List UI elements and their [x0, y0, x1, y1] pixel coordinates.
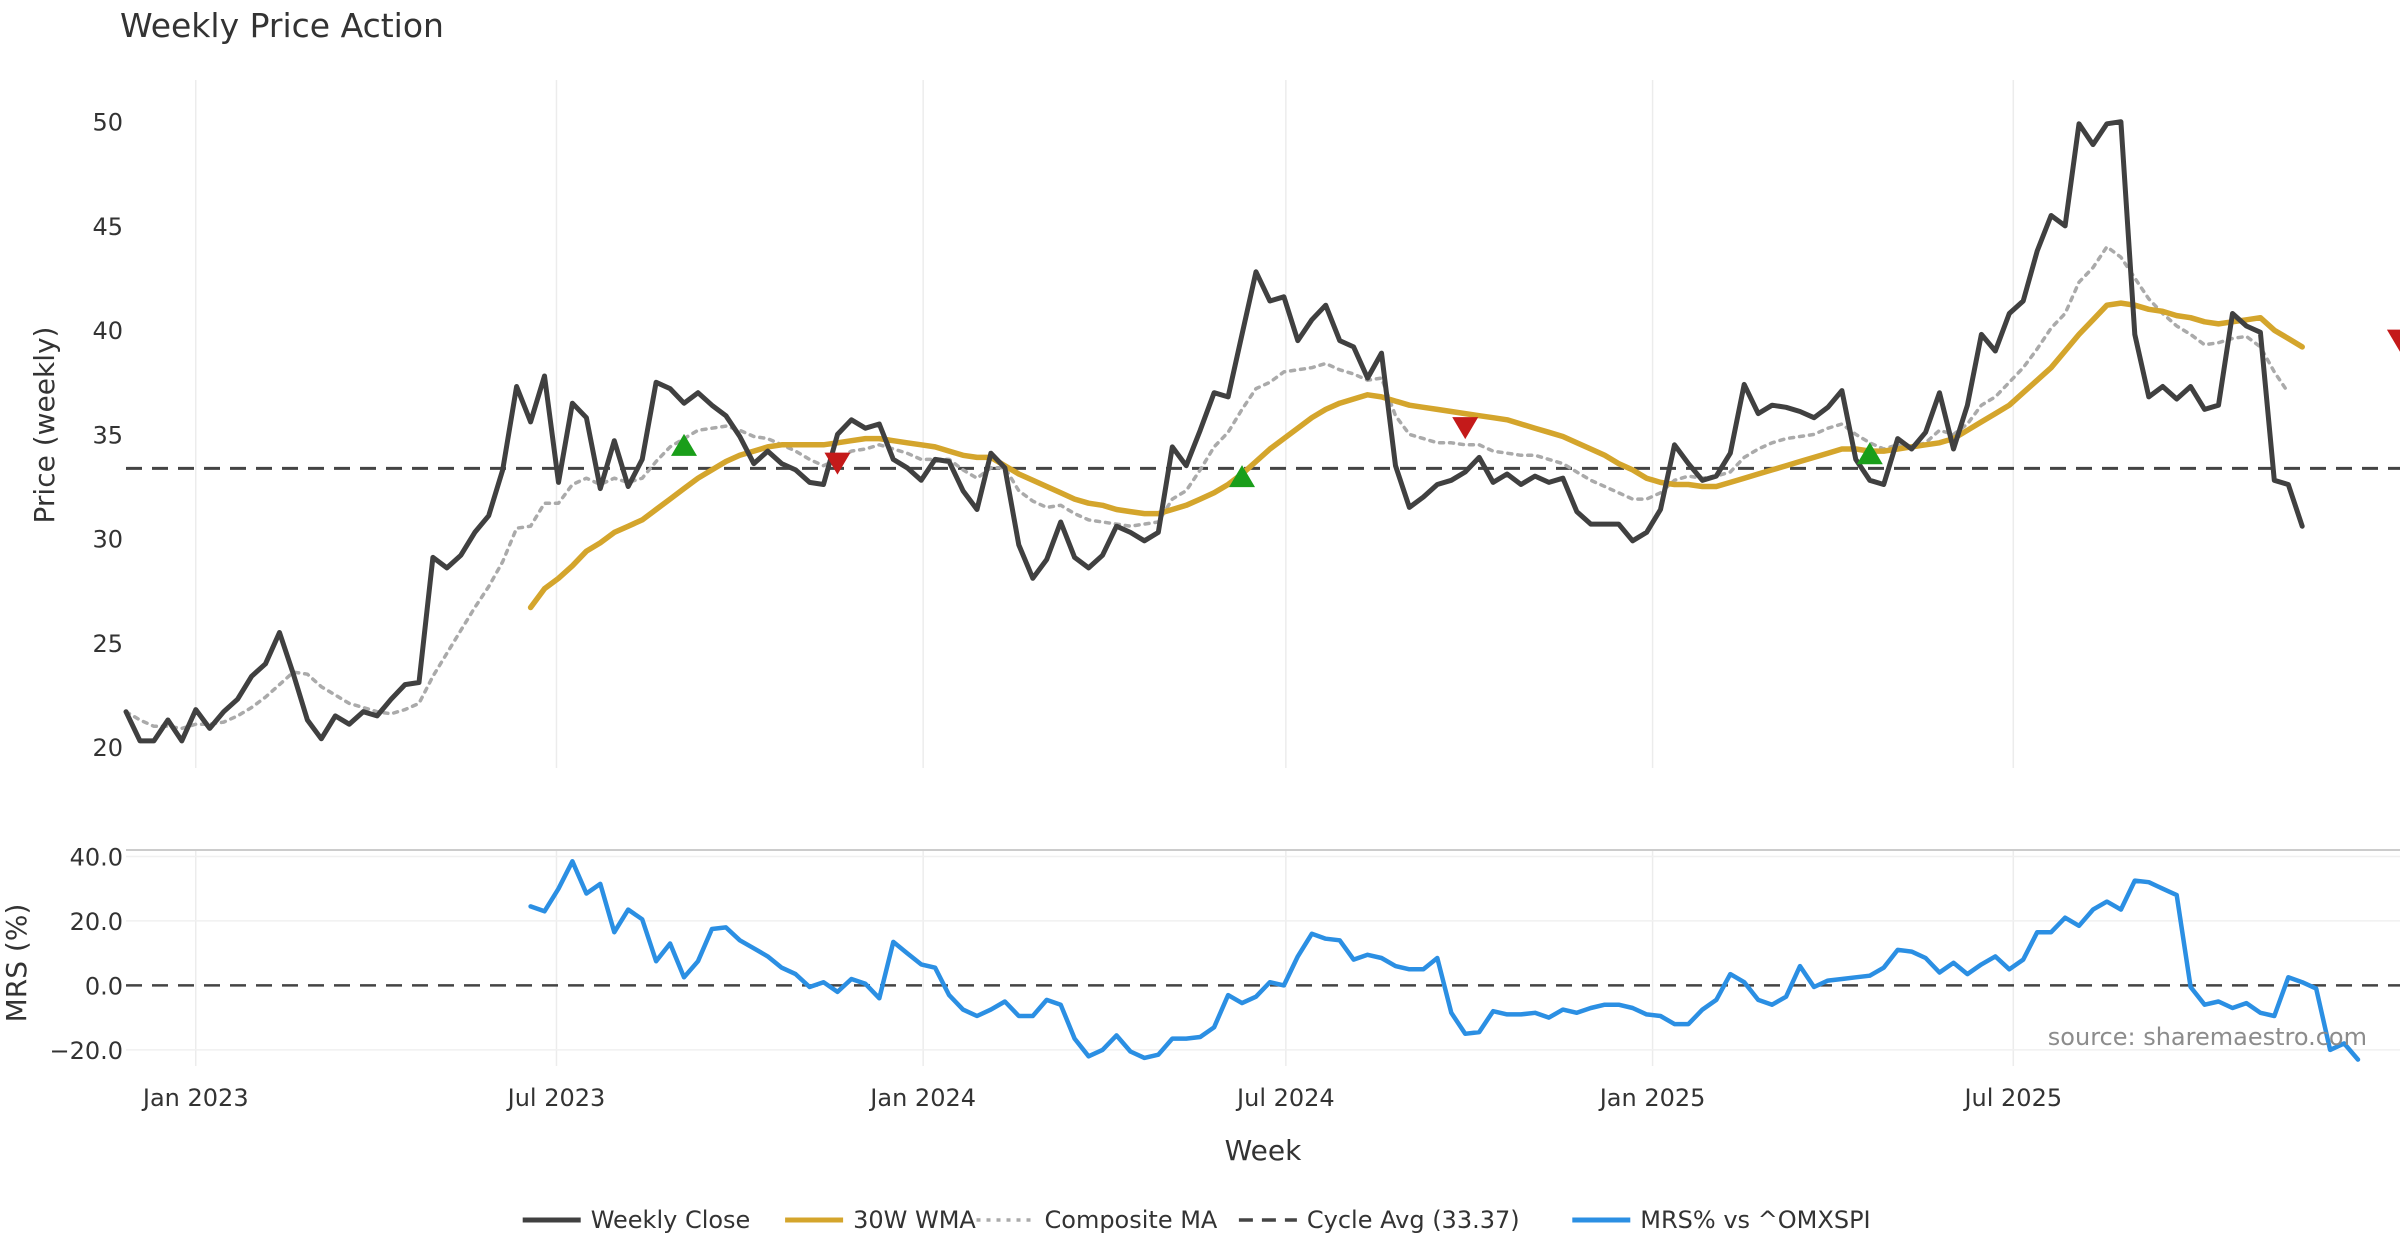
legend-entry-label: Weekly Close: [591, 1206, 751, 1234]
source-note: source: sharemaestro.com: [2048, 1023, 2367, 1051]
legend: Weekly Close 30W WMA Composite MA Cycle Avg…: [522, 1206, 1871, 1234]
mrs-y-tick-label: 40.0: [70, 843, 123, 871]
price-y-tick-label: 50: [92, 109, 123, 137]
x-tick-label: Jul 2025: [1962, 1084, 2062, 1112]
legend-entry-label: 30W WMA: [853, 1206, 976, 1234]
sell-signal-marker: [2386, 329, 2400, 352]
price-y-tick-label: 25: [92, 630, 123, 658]
buy-signal-marker: [671, 433, 698, 456]
legend-entry-label: Composite MA: [1045, 1206, 1218, 1234]
series-mrs: [528, 859, 2361, 1062]
x-tick-label: Jan 2023: [141, 1084, 249, 1112]
x-tick-label: Jul 2023: [506, 1084, 606, 1112]
price-panel: 20 25 30 35 40 45 50: [92, 80, 2400, 768]
sell-signal-marker: [1452, 417, 1479, 440]
mrs-y-axis-label: MRS (%): [0, 904, 33, 1023]
price-y-tick-label: 40: [92, 317, 123, 345]
series-weekly-close: [123, 119, 2305, 744]
series-30w-wma: [527, 300, 2305, 611]
price-y-tick-label: 35: [92, 421, 123, 449]
legend-entry-label: Cycle Avg (33.37): [1307, 1206, 1520, 1234]
price-y-tick-label: 30: [92, 526, 123, 554]
mrs-y-tick-label: 0.0: [85, 972, 123, 1000]
legend-entry-label: MRS% vs ^OMXSPI: [1640, 1206, 1870, 1234]
buy-signal-marker: [1856, 442, 1883, 465]
x-tick-label: Jan 2024: [868, 1084, 976, 1112]
price-y-tick-label: 20: [92, 734, 123, 762]
mrs-panel: −20.0 0.0 20.0 40.0 Jan 2023 Jul 2023 Jan 2024…: [49, 843, 2400, 1112]
mrs-y-tick-label: 20.0: [70, 908, 123, 936]
x-tick-label: Jul 2024: [1235, 1084, 1335, 1112]
series-composite-ma: [124, 245, 2291, 731]
x-axis-label: Week: [1225, 1134, 1302, 1167]
sell-signal-marker: [824, 452, 851, 475]
price-y-tick-label: 45: [92, 213, 123, 241]
mrs-y-tick-label: −20.0: [49, 1037, 123, 1065]
chart-title: Weekly Price Action: [120, 6, 444, 45]
buy-signal-marker: [1229, 465, 1256, 488]
price-y-axis-label: Price (weekly): [28, 327, 61, 524]
x-tick-label: Jan 2025: [1598, 1084, 1706, 1112]
